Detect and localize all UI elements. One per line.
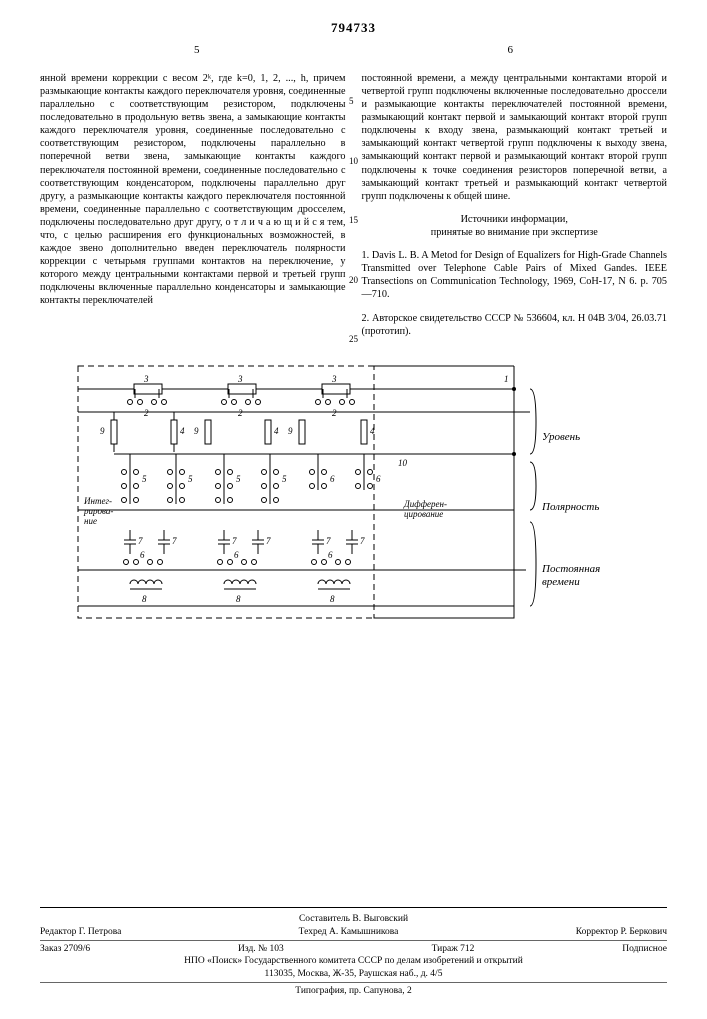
svg-text:2: 2 [144, 408, 149, 418]
footer-meta: Заказ 2709/6 Изд. № 103 Тираж 712 Подпис… [40, 944, 667, 954]
svg-text:9: 9 [288, 426, 293, 436]
column-right: постоянной времени, а между центральными… [362, 62, 668, 348]
two-columns: 5 10 15 20 25 янной времени коррекции с … [40, 62, 667, 348]
footer-techred: Техред А. Камышникова [299, 927, 399, 937]
label-diff: Дифферен- [403, 499, 447, 509]
col1-text: янной времени коррекции с весом 2ᵏ, где … [40, 72, 346, 307]
page-num-left: 5 [194, 44, 200, 56]
label-tc1: Постоянная [541, 563, 600, 575]
label-level: Уровень [542, 431, 580, 443]
svg-text:5: 5 [142, 474, 147, 484]
footer: Составитель В. Выговский Редактор Г. Пет… [40, 907, 667, 996]
footer-addr: 113035, Москва, Ж-35, Раушская наб., д. … [40, 969, 667, 979]
col2-text: постоянной времени, а между центральными… [362, 72, 668, 202]
svg-text:3: 3 [143, 374, 149, 384]
line-num: 5 [349, 96, 358, 108]
svg-text:5: 5 [282, 474, 287, 484]
svg-text:4: 4 [370, 426, 375, 436]
segment-1: 3 3 3 1 2 [78, 374, 536, 606]
svg-text:3: 3 [331, 374, 337, 384]
diagram-svg: Уровень Полярность Постоянная времени Ин… [74, 362, 634, 622]
page-num-right: 6 [508, 44, 514, 56]
svg-text:6: 6 [330, 474, 335, 484]
svg-text:3: 3 [237, 374, 243, 384]
footer-editor: Редактор Г. Петрова [40, 927, 121, 937]
svg-text:10: 10 [398, 458, 408, 468]
svg-text:8: 8 [330, 594, 335, 604]
doc-number: 794733 [40, 20, 667, 36]
footer-order: Заказ 2709/6 [40, 944, 90, 954]
line-num: 15 [349, 215, 358, 227]
svg-text:7: 7 [326, 536, 331, 546]
svg-text:6: 6 [234, 550, 239, 560]
svg-text:7: 7 [360, 536, 365, 546]
svg-text:9: 9 [194, 426, 199, 436]
label-integ2: рирова- [83, 506, 113, 516]
svg-text:7: 7 [266, 536, 271, 546]
reference-2: 2. Авторское свидетельство СССР № 536604… [362, 312, 668, 338]
svg-text:4: 4 [180, 426, 185, 436]
line-number-gutter: 5 10 15 20 25 [349, 62, 358, 346]
footer-print: Типография, пр. Сапунова, 2 [40, 986, 667, 996]
svg-text:7: 7 [138, 536, 143, 546]
footer-compiler: Составитель В. Выговский [40, 914, 667, 924]
svg-text:8: 8 [142, 594, 147, 604]
footer-tirazh: Тираж 712 [432, 944, 475, 954]
svg-text:6: 6 [328, 550, 333, 560]
svg-text:1: 1 [504, 374, 509, 384]
svg-text:2: 2 [238, 408, 243, 418]
line-num: 25 [349, 334, 358, 346]
svg-text:9: 9 [100, 426, 105, 436]
footer-sub: Подписное [622, 944, 667, 954]
circuit-diagram: Уровень Полярность Постоянная времени Ин… [74, 362, 634, 627]
footer-credits: Редактор Г. Петрова Техред А. Камышников… [40, 927, 667, 937]
sources-heading: Источники информации, принятые во вниман… [362, 213, 668, 239]
line-num: 20 [349, 275, 358, 287]
svg-text:2: 2 [332, 408, 337, 418]
svg-text:7: 7 [172, 536, 177, 546]
sources-subtitle: принятые во внимание при экспертизе [431, 227, 598, 238]
sources-title: Источники информации, [461, 214, 568, 225]
svg-text:6: 6 [376, 474, 381, 484]
label-polarity: Полярность [541, 501, 599, 513]
svg-text:5: 5 [236, 474, 241, 484]
label-integ: Интег- [83, 496, 112, 506]
line-num: 10 [349, 156, 358, 168]
page: 794733 5 6 5 10 15 20 25 янной времени к… [0, 0, 707, 1019]
footer-org: НПО «Поиск» Государственного комитета СС… [40, 956, 667, 966]
footer-izd: Изд. № 103 [238, 944, 284, 954]
svg-text:6: 6 [140, 550, 145, 560]
reference-1: 1. Davis L. B. A Metod for Design of Equ… [362, 249, 668, 301]
label-tc2: времени [542, 576, 580, 588]
svg-text:8: 8 [236, 594, 241, 604]
svg-text:5: 5 [188, 474, 193, 484]
svg-text:4: 4 [274, 426, 279, 436]
footer-corrector: Корректор Р. Беркович [576, 927, 667, 937]
column-left: янной времени коррекции с весом 2ᵏ, где … [40, 62, 346, 348]
svg-text:7: 7 [232, 536, 237, 546]
page-numbers-row: 5 6 [40, 44, 667, 56]
label-integ3: ние [84, 516, 97, 526]
